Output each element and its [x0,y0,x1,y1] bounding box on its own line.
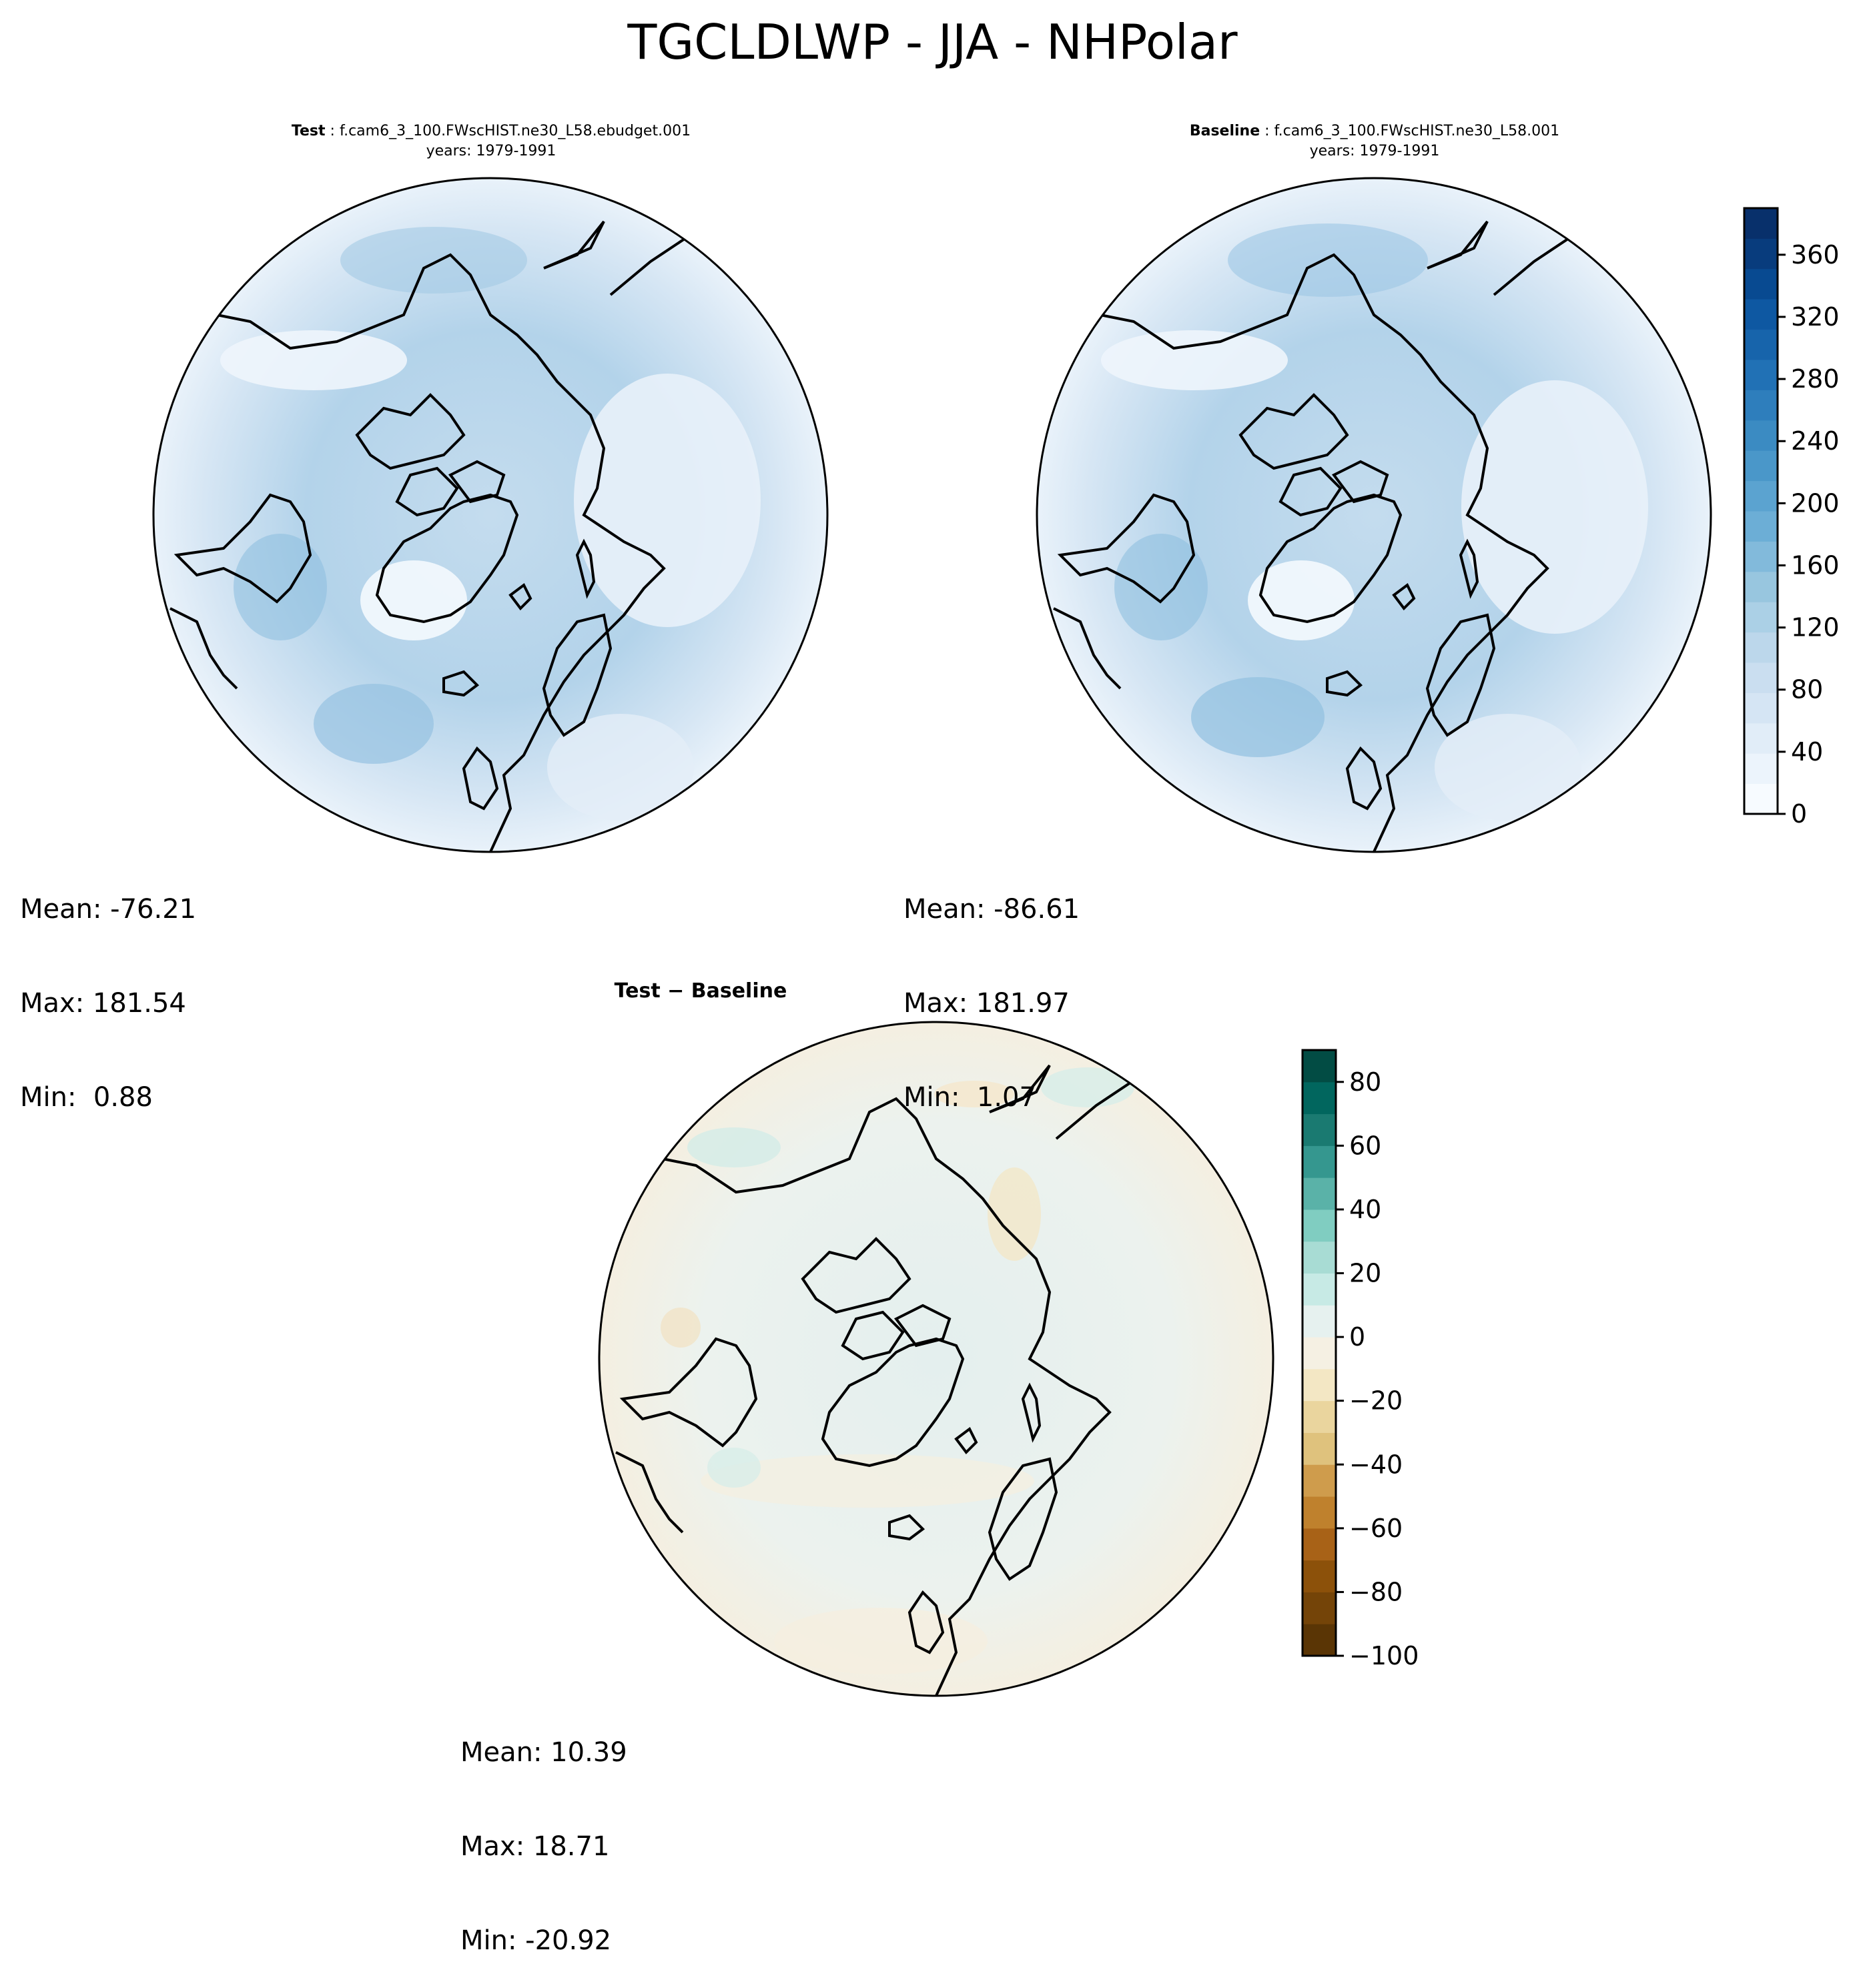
baseline-colorbar-color-level [1744,662,1778,693]
diff-colorbar-tick-label: 20 [1349,1259,1381,1288]
diff-colorbar-color-level [1302,1624,1336,1656]
diff-mean: Mean: 10.39 [460,1737,627,1768]
baseline-colorbar-color-level [1744,753,1778,785]
baseline-colorbar-color-level [1744,268,1778,300]
figure-title: TGCLDLWP - JJA - NHPolar [627,14,1238,70]
baseline-colorbar: 0 40 80 120 160 200 240 280 320 360 [1743,207,1840,829]
diff-stats: Mean: 10.39 Max: 18.71 Min: -20.92 [460,1674,627,1988]
baseline-colorbar-color-level [1744,450,1778,482]
diff-colorbar-color-level [1302,1209,1336,1242]
baseline-colorbar-tick-label: 280 [1791,364,1840,394]
baseline-colorbar-tick-label: 240 [1791,426,1840,456]
baseline-colorbar-color-level [1744,360,1778,390]
diff-colorbar-color-level [1302,1145,1336,1178]
baseline-colorbar-color-level [1744,722,1778,754]
baseline-map [1036,177,1712,853]
diff-colorbar-color-level [1302,1113,1336,1146]
diff-colorbar-color-level [1302,1305,1336,1338]
diff-colorbar-tick-label: 40 [1349,1195,1381,1224]
diff-max: Max: 18.71 [460,1831,610,1862]
test-case-name: f.cam6_3_100.FWscHIST.ne30_L58.ebudget.0… [339,123,691,139]
baseline-colorbar-tick-label: 200 [1791,488,1840,518]
baseline-case-name: f.cam6_3_100.FWscHIST.ne30_L58.001 [1274,123,1560,139]
diff-colorbar-color-level [1302,1337,1336,1370]
baseline-panel-title: Baseline : f.cam6_3_100.FWscHIST.ne30_L5… [1108,121,1641,161]
diff-colorbar-tick-label: −80 [1349,1577,1403,1606]
diff-colorbar-color-level [1302,1528,1336,1561]
baseline-max: Max: 181.97 [903,988,1070,1019]
diff-colorbar-color-level [1302,1496,1336,1529]
baseline-colorbar-tick-label: 0 [1791,799,1807,829]
diff-map [598,1021,1274,1697]
diff-colorbar-color-level [1302,1177,1336,1210]
diff-colorbar-color-level [1302,1432,1336,1465]
baseline-colorbar-color-level [1744,783,1778,815]
diff-colorbar-tick-label: 80 [1349,1067,1381,1097]
baseline-colorbar-frame [1743,207,1779,815]
test-panel-title: Test : f.cam6_3_100.FWscHIST.ne30_L58.eb… [224,121,758,161]
diff-colorbar-color-level [1302,1050,1336,1083]
baseline-colorbar-tick-label: 160 [1791,550,1840,580]
baseline-colorbar-color-level [1744,571,1778,602]
diff-colorbar-color-level [1302,1560,1336,1592]
diff-colorbar-frame [1301,1049,1337,1657]
diff-colorbar-color-level [1302,1081,1336,1115]
baseline-min: Min: 1.07 [903,1082,1036,1113]
baseline-colorbar-color-level [1744,692,1778,724]
baseline-label: Baseline [1189,123,1260,139]
test-max: Max: 181.54 [20,988,186,1019]
test-mean: Mean: -76.21 [20,894,197,925]
test-map [152,177,829,853]
baseline-colorbar-color-level [1744,390,1778,421]
diff-colorbar-tick-label: 0 [1349,1322,1365,1352]
diff-colorbar-tick-label: −20 [1349,1386,1403,1416]
diff-colorbar-color-level [1302,1273,1336,1306]
diff-min: Min: -20.92 [460,1925,612,1956]
baseline-stats: Mean: -86.61 Max: 181.97 Min: 1.07 [903,831,1080,1145]
baseline-colorbar-tick-label: 320 [1791,302,1840,332]
baseline-colorbar-tick-label: 80 [1791,675,1823,704]
diff-colorbar: −100 −80 −60 −40 −20 0 20 40 60 80 [1301,1049,1419,1670]
diff-colorbar-tick-label: 60 [1349,1131,1381,1160]
baseline-colorbar-color-level [1744,511,1778,542]
diff-panel-title: Test − Baseline [614,979,787,1003]
diff-colorbar-color-level [1302,1464,1336,1497]
baseline-colorbar-tick-label: 360 [1791,240,1840,270]
diff-colorbar-tick-label: −40 [1349,1450,1403,1479]
diff-colorbar-color-level [1302,1368,1336,1402]
test-min: Min: 0.88 [20,1082,153,1113]
diff-colorbar-color-level [1302,1400,1336,1433]
baseline-colorbar-color-level [1744,541,1778,572]
baseline-colorbar-color-level [1744,420,1778,451]
baseline-colorbar-color-level [1744,329,1778,360]
diff-colorbar-color-level [1302,1592,1336,1624]
diff-colorbar-tick-label: −60 [1349,1514,1403,1543]
diff-colorbar-tick-label: −100 [1349,1641,1419,1670]
baseline-colorbar-tick-label: 40 [1791,737,1823,767]
test-label: Test [291,123,326,139]
baseline-colorbar-color-level [1744,602,1778,633]
baseline-colorbar-color-level [1744,208,1778,239]
test-stats: Mean: -76.21 Max: 181.54 Min: 0.88 [20,831,196,1145]
baseline-colorbar-color-level [1744,299,1778,330]
baseline-colorbar-tick-label: 120 [1791,613,1840,642]
baseline-years: years: 1979-1991 [1309,143,1440,159]
test-years: years: 1979-1991 [426,143,556,159]
baseline-colorbar-color-level [1744,480,1778,512]
diff-colorbar-color-level [1302,1241,1336,1274]
baseline-mean: Mean: -86.61 [903,894,1080,925]
baseline-colorbar-color-level [1744,632,1778,663]
baseline-colorbar-color-level [1744,238,1778,270]
